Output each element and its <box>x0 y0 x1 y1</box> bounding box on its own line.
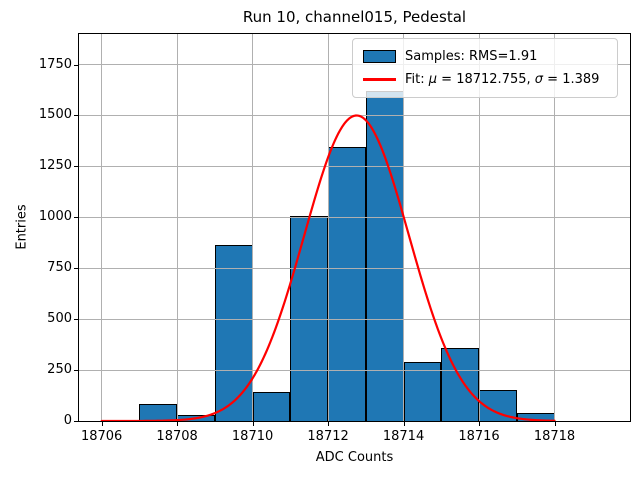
fit-curve-line <box>100 114 556 421</box>
x-axis-label: ADC Counts <box>315 450 394 465</box>
histogram-bar <box>403 361 442 421</box>
x-tick-mark <box>554 422 556 426</box>
legend-entry: Samples: RMS=1.91 <box>363 49 607 64</box>
legend-text: = 1.389 <box>543 72 600 87</box>
y-tick-mark <box>74 166 78 168</box>
x-tick-mark <box>403 422 405 426</box>
x-tick-mark <box>252 422 254 426</box>
y-tick-mark <box>74 217 78 219</box>
y-tick-label: 1750 <box>38 56 72 72</box>
x-tick-mark <box>479 422 481 426</box>
legend-label: Fit: μ = 18712.755, σ = 1.389 <box>405 72 599 87</box>
legend-text: Fit: <box>405 72 429 87</box>
gridline-y <box>79 165 630 167</box>
x-tick-label: 18706 <box>80 429 123 444</box>
y-tick-label: 250 <box>47 362 72 378</box>
gridline-x <box>252 34 254 421</box>
gridline-x <box>478 34 480 421</box>
gridline-x <box>554 34 556 421</box>
gridline-y <box>79 318 630 320</box>
math-symbol: μ <box>428 72 438 87</box>
histogram-bar <box>516 412 555 421</box>
legend-text: = 18712.755, <box>437 72 535 87</box>
gridline-x <box>327 34 329 421</box>
x-tick-label: 18716 <box>458 429 500 444</box>
math-symbol: σ <box>534 72 544 87</box>
x-tick-label: 18710 <box>231 429 274 444</box>
y-tick-mark <box>74 64 78 66</box>
gridline-y <box>79 216 630 218</box>
y-tick-mark <box>74 115 78 117</box>
x-tick-label: 18708 <box>156 429 198 444</box>
histogram-bar <box>252 392 291 421</box>
histogram-bar <box>214 244 253 421</box>
legend-sample-patch <box>363 50 396 63</box>
gridline-x <box>176 34 178 421</box>
legend-label: Samples: RMS=1.91 <box>405 49 537 64</box>
gridline-x <box>403 34 405 421</box>
histogram-bar <box>441 347 480 421</box>
histogram-bar <box>365 91 404 421</box>
y-tick-mark <box>74 421 78 422</box>
gridline-y <box>79 369 630 371</box>
y-tick-mark <box>74 319 78 321</box>
histogram-bars-layer <box>79 34 630 421</box>
gridline-x <box>101 34 103 421</box>
histogram-bar <box>290 216 329 421</box>
x-tick-label: 18712 <box>307 429 349 444</box>
chart-title: Run 10, channel015, Pedestal <box>242 8 467 26</box>
gridline-y <box>79 267 630 269</box>
x-tick-mark <box>177 422 179 426</box>
x-tick-label: 18714 <box>382 429 425 444</box>
y-tick-label: 750 <box>47 260 72 276</box>
legend-text: Samples: RMS=1.91 <box>405 49 538 64</box>
y-tick-label: 500 <box>47 311 72 327</box>
y-tick-label: 1000 <box>38 209 72 225</box>
legend-entry: Fit: μ = 18712.755, σ = 1.389 <box>363 72 607 87</box>
x-tick-mark <box>328 422 330 426</box>
gaussian-fit-curve <box>100 114 556 421</box>
y-tick-mark <box>74 268 78 270</box>
x-tick-mark <box>101 422 103 426</box>
y-tick-mark <box>74 370 78 372</box>
legend-fit-line-icon <box>363 78 396 81</box>
y-tick-label: 1500 <box>38 107 72 123</box>
y-tick-label: 1250 <box>38 158 72 174</box>
legend-box: Samples: RMS=1.91 Fit: μ = 18712.755, σ =… <box>352 38 618 98</box>
y-tick-label: 0 <box>63 413 72 428</box>
x-tick-label: 18718 <box>533 429 576 444</box>
